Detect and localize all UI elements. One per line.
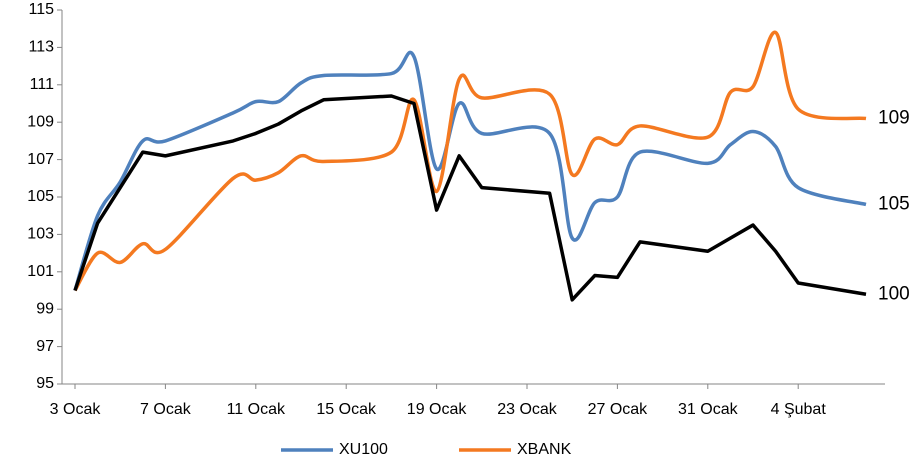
y-tick-label: 95 [36, 375, 54, 392]
y-tick-label: 97 [36, 338, 54, 355]
y-tick-label: 101 [27, 263, 54, 280]
end-label: 105 [878, 193, 910, 214]
legend-label: XU100 [339, 441, 388, 458]
x-tick-label: 19 Ocak [407, 401, 468, 418]
legend-label: XBANK [517, 441, 572, 458]
y-tick-label: 109 [27, 113, 54, 130]
x-tick-label: 23 Ocak [497, 401, 558, 418]
y-tick-label: 115 [28, 1, 54, 18]
x-tick-label: 4 Şubat [771, 401, 827, 418]
x-tick-label: 3 Ocak [50, 401, 102, 418]
x-tick-label: 11 Ocak [227, 401, 286, 418]
y-tick-label: 105 [27, 188, 54, 205]
y-tick-label: 103 [27, 226, 54, 243]
x-tick-label: 15 Ocak [316, 401, 377, 418]
x-tick-label: 7 Ocak [140, 401, 192, 418]
x-tick-label: 27 Ocak [588, 401, 649, 418]
line [73, 94, 867, 302]
x-tick-label: 31 Ocak [678, 401, 739, 418]
end-label: 109 [878, 107, 910, 128]
y-tick-label: 99 [36, 300, 54, 317]
end-label: 100 [878, 283, 910, 304]
y-tick-label: 111 [30, 76, 54, 93]
y-tick-label: 107 [27, 151, 54, 168]
line [73, 30, 867, 292]
y-tick-label: 113 [28, 39, 54, 56]
